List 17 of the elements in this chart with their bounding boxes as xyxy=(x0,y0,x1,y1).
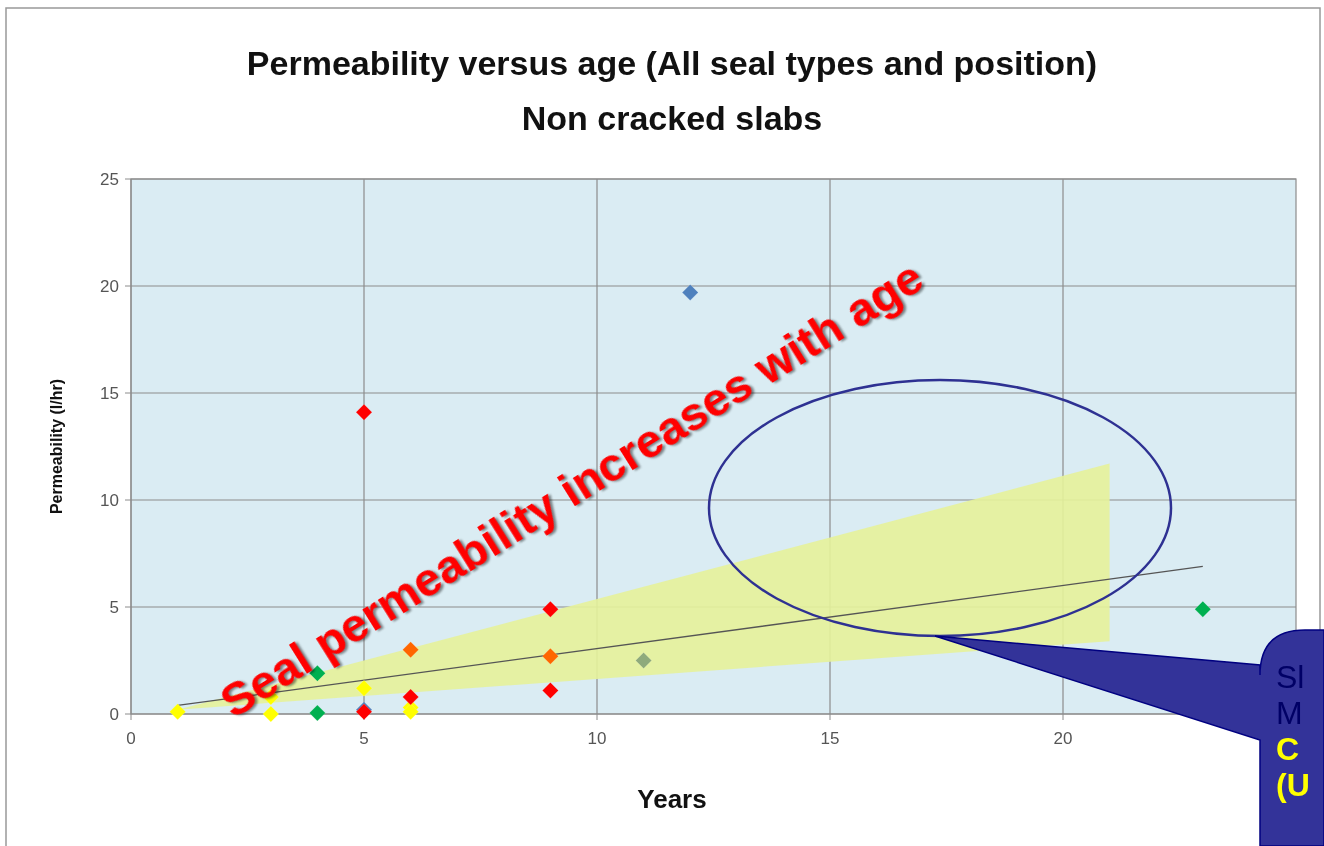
x-tick-label: 0 xyxy=(126,729,136,748)
chart-subtitle: Non cracked slabs xyxy=(521,99,823,137)
chart-title: Permeability versus age (All seal types and position) xyxy=(246,44,1098,82)
y-axis-title: Permeability (l/hr) xyxy=(48,378,65,515)
y-tick-label: 20 xyxy=(100,276,119,296)
x-tick-label: 5 xyxy=(359,729,369,748)
text: C xyxy=(1276,731,1300,767)
x-tick-label: 15 xyxy=(820,729,840,748)
text: (U xyxy=(1276,767,1310,803)
y-tick-label: 15 xyxy=(100,383,119,403)
y-tick-label: 0 xyxy=(109,704,119,724)
x-axis-title: Years xyxy=(637,784,707,814)
y-tick-label: 25 xyxy=(100,169,119,189)
y-tick-label: 5 xyxy=(109,597,119,617)
y-tick-label: 10 xyxy=(100,490,119,510)
x-tick-label: 10 xyxy=(587,729,607,748)
x-tick-label: 20 xyxy=(1053,729,1073,748)
